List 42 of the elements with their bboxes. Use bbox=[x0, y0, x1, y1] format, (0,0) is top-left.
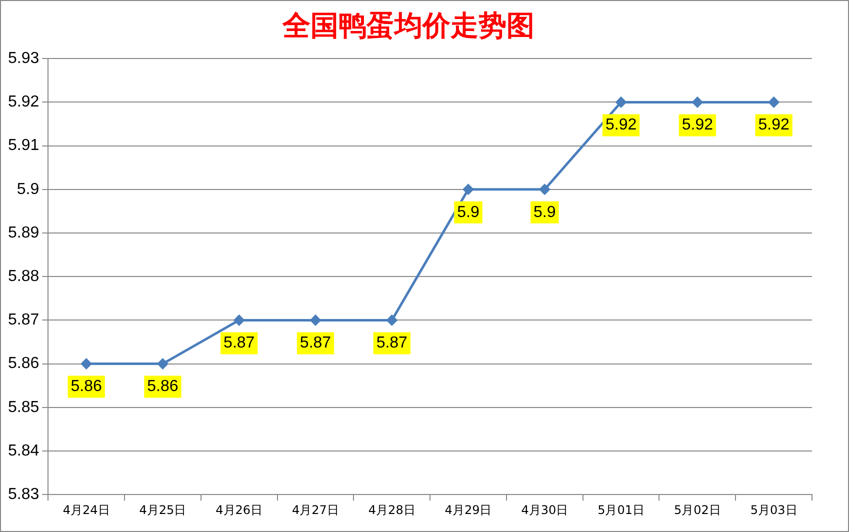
x-tick-label: 4月26日 bbox=[216, 502, 263, 517]
x-tick-label: 5月02日 bbox=[674, 502, 721, 517]
x-tick-label: 4月25日 bbox=[139, 502, 186, 517]
data-label: 5.86 bbox=[147, 378, 178, 396]
data-label: 5.9 bbox=[457, 204, 480, 221]
y-tick-label: 5.93 bbox=[8, 50, 40, 68]
x-tick-label: 4月29日 bbox=[444, 502, 492, 517]
data-label: 5.9 bbox=[534, 204, 556, 221]
x-tick-label: 4月27日 bbox=[292, 502, 339, 517]
data-label: 5.87 bbox=[300, 334, 332, 352]
point bbox=[768, 96, 780, 108]
point bbox=[157, 358, 168, 370]
y-tick-label: 5.86 bbox=[8, 355, 40, 372]
point bbox=[692, 96, 703, 108]
y-tick-label: 5.87 bbox=[8, 312, 40, 329]
point bbox=[463, 184, 474, 195]
y-tick-label: 5.92 bbox=[8, 94, 40, 111]
x-tick-label: 4月28日 bbox=[368, 502, 416, 517]
data-label: 5.92 bbox=[682, 116, 714, 134]
data-label: 5.87 bbox=[224, 334, 255, 352]
point bbox=[234, 314, 244, 326]
data-label: 5.92 bbox=[605, 116, 637, 134]
data-label: 5.87 bbox=[376, 334, 408, 352]
point bbox=[386, 314, 398, 326]
point bbox=[539, 184, 550, 195]
y-tick-label: 5.89 bbox=[8, 224, 40, 242]
x-tick-label: 4月24日 bbox=[62, 502, 110, 517]
point bbox=[81, 358, 92, 370]
data-label: 5.86 bbox=[70, 378, 102, 396]
point bbox=[616, 96, 626, 108]
y-tick-label: 5.91 bbox=[8, 137, 40, 154]
y-tick-label: 5.83 bbox=[8, 486, 40, 504]
point bbox=[310, 314, 321, 326]
y-tick-label: 5.84 bbox=[8, 442, 40, 460]
x-tick-label: 5月03日 bbox=[750, 502, 798, 517]
x-tick-label: 4月30日 bbox=[521, 502, 568, 517]
data-label: 5.92 bbox=[758, 116, 790, 134]
y-tick-label: 5.85 bbox=[8, 398, 40, 416]
y-tick-label: 5.88 bbox=[8, 268, 40, 286]
x-tick-label: 5月01日 bbox=[598, 502, 644, 517]
chart-title: 全国鸭蛋均价走势图 bbox=[282, 9, 534, 42]
y-tick-label: 5.9 bbox=[16, 180, 40, 198]
